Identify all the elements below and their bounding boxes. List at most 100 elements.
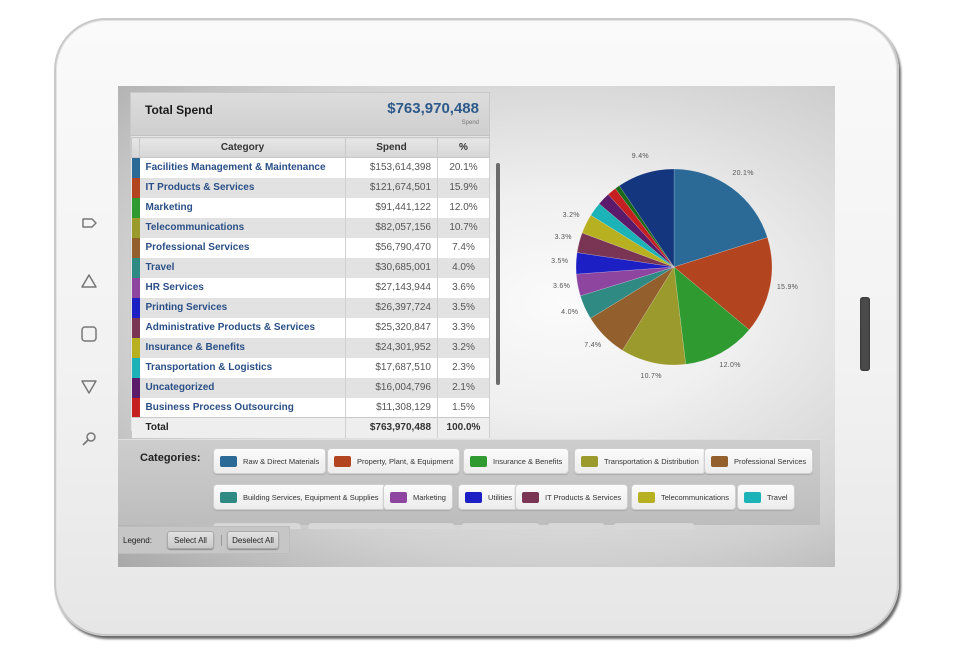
spend-value: $91,441,122: [345, 197, 438, 218]
category-link[interactable]: Facilities Management & Maintenance: [139, 157, 346, 178]
table-scrollbar[interactable]: [496, 163, 500, 385]
category-link[interactable]: Telecommunications: [139, 217, 346, 238]
pct-value: 3.2%: [437, 337, 490, 358]
table-row[interactable]: Marketing $91,441,122 12.0%: [131, 197, 490, 218]
pie-slice[interactable]: [580, 266, 675, 319]
category-link[interactable]: Transportation & Logistics: [139, 357, 346, 378]
table-row[interactable]: Telecommunications $82,057,156 10.7%: [131, 217, 490, 238]
category-link[interactable]: Professional Services: [139, 237, 346, 258]
pie-slice[interactable]: [673, 266, 750, 365]
category-chip[interactable]: Insurance & Benefits: [463, 448, 570, 474]
pie-slice[interactable]: [590, 203, 675, 268]
pct-value: 20.1%: [437, 157, 490, 178]
pie-data-label: 3.2%: [562, 211, 580, 219]
chip-label: Marketing: [413, 492, 446, 502]
pie-slice[interactable]: [575, 252, 675, 275]
pie-slice[interactable]: [575, 266, 675, 297]
chip-color-swatch: [220, 491, 237, 503]
total-spend-amount: $763,970,488: [387, 100, 479, 117]
column-header-category[interactable]: Category: [139, 137, 346, 158]
category-chip[interactable]: Raw & Direct Materials: [213, 448, 327, 474]
table-row[interactable]: IT Products & Services $121,674,501 15.9%: [131, 177, 490, 198]
chip-color-swatch: [522, 491, 539, 503]
chip-color-swatch: [581, 455, 598, 467]
pie-data-label: 3.6%: [552, 283, 571, 291]
category-chip[interactable]: Transportation & Distribution: [574, 448, 706, 474]
spend-panel: Total Spend $763,970,488 Spend Category …: [130, 92, 500, 438]
table-row[interactable]: Printing Services $26,397,724 3.5%: [131, 297, 490, 318]
pie-slice[interactable]: [618, 168, 675, 268]
pie-slice[interactable]: [673, 168, 768, 268]
share-icon[interactable]: [80, 214, 98, 232]
legend-toolbar: Legend: Select All Deselect All: [118, 526, 290, 554]
down-triangle-icon[interactable]: [80, 378, 98, 396]
category-chip[interactable]: Marketing: [383, 484, 453, 510]
category-link[interactable]: Travel: [139, 257, 346, 278]
pie-slice[interactable]: [607, 188, 675, 268]
chip-label: Utilities: [488, 492, 513, 502]
legend-chip-partial: [461, 523, 540, 529]
chip-color-swatch: [390, 491, 407, 503]
category-link[interactable]: Administrative Products & Services: [139, 317, 346, 338]
table-row[interactable]: Administrative Products & Services $25,32…: [131, 317, 490, 338]
pie-slice[interactable]: [576, 232, 675, 268]
panel-header: Total Spend $763,970,488 Spend: [131, 93, 489, 136]
select-all-button[interactable]: Select All: [167, 531, 214, 549]
total-spend-caption: Spend: [461, 120, 479, 126]
category-color-swatch: [131, 357, 140, 378]
category-chip[interactable]: Telecommunications: [631, 484, 736, 510]
category-chip[interactable]: Utilities: [458, 484, 520, 510]
category-link[interactable]: Marketing: [139, 197, 346, 218]
category-link[interactable]: IT Products & Services: [139, 177, 346, 198]
pie-slice[interactable]: [590, 266, 675, 351]
category-link[interactable]: Printing Services: [139, 297, 346, 318]
category-chip[interactable]: Professional Services: [704, 448, 814, 474]
table-row[interactable]: Insurance & Benefits $24,301,952 3.2%: [131, 337, 490, 358]
column-header-pct[interactable]: %: [437, 137, 490, 158]
category-chip[interactable]: Building Services, Equipment & Supplies: [213, 484, 386, 510]
table-row[interactable]: Professional Services $56,790,470 7.4%: [131, 237, 490, 258]
category-chip[interactable]: Travel: [737, 484, 795, 510]
pct-value: 15.9%: [437, 177, 490, 198]
pie-slice[interactable]: [598, 194, 675, 268]
pie-data-label: 12.0%: [719, 362, 741, 370]
pie-slice[interactable]: [622, 266, 686, 366]
table-row[interactable]: Transportation & Logistics $17,687,510 2.3…: [131, 357, 490, 378]
hardware-button[interactable]: [860, 297, 870, 371]
chip-label: Professional Services: [734, 456, 807, 466]
category-link[interactable]: Insurance & Benefits: [139, 337, 346, 358]
pie-data-label: 3.5%: [551, 257, 569, 265]
pie-slice[interactable]: [614, 185, 675, 268]
pie-chart: 20.1% 15.9% 12.0% 10.7% 7.4% 4.0% 3.6% 3.5% 3.3%…: [528, 146, 828, 396]
category-link[interactable]: Uncategorized: [139, 377, 346, 398]
total-label: Total: [139, 417, 346, 438]
spend-value: $30,685,001: [345, 257, 438, 278]
pie-data-label: 7.4%: [584, 342, 602, 350]
chip-label: Travel: [767, 492, 788, 502]
pie-slice[interactable]: [581, 214, 675, 268]
category-link[interactable]: HR Services: [139, 277, 346, 298]
category-link[interactable]: Business Process Outsourcing: [139, 397, 346, 418]
category-chip[interactable]: Property, Plant, & Equipment: [327, 448, 461, 474]
column-header-spend[interactable]: Spend: [345, 137, 438, 158]
pct-value: 2.1%: [437, 377, 490, 398]
up-triangle-icon[interactable]: [80, 272, 98, 290]
pct-value: 10.7%: [437, 217, 490, 238]
category-color-swatch: [131, 257, 140, 278]
square-icon[interactable]: [80, 325, 98, 343]
chip-color-swatch: [465, 491, 482, 503]
table-row[interactable]: Travel $30,685,001 4.0%: [131, 257, 490, 278]
divider: [221, 535, 222, 546]
chip-color-swatch: [334, 455, 351, 467]
search-icon[interactable]: [80, 430, 98, 448]
table-row[interactable]: Uncategorized $16,004,796 2.1%: [131, 377, 490, 398]
spend-value: $121,674,501: [345, 177, 438, 198]
category-chip[interactable]: IT Products & Services: [515, 484, 629, 510]
pie-slice[interactable]: [673, 237, 773, 331]
table-row[interactable]: Facilities Management & Maintenance $153,…: [131, 157, 490, 178]
category-color-swatch: [131, 297, 140, 318]
table-row[interactable]: HR Services $27,143,944 3.6%: [131, 277, 490, 298]
deselect-all-button[interactable]: Deselect All: [227, 531, 279, 549]
table-row[interactable]: Business Process Outsourcing $11,308,129 1…: [131, 397, 490, 418]
pct-value: 4.0%: [437, 257, 490, 278]
